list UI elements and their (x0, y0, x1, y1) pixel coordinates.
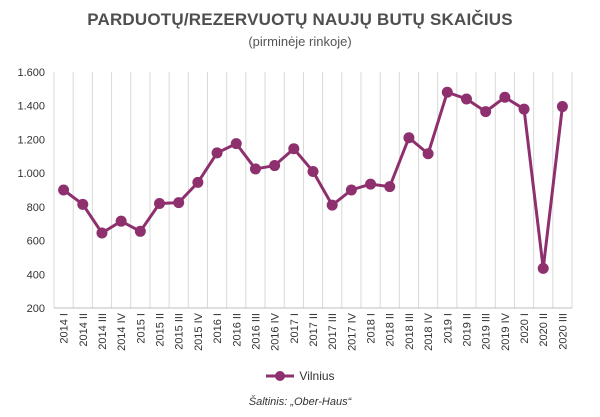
grid-lines (53, 72, 573, 308)
data-point (480, 106, 492, 118)
x-tick-label: 2019 II (461, 313, 473, 347)
data-point (307, 165, 319, 177)
x-tick-label: 2016 I (212, 313, 224, 344)
y-tick-label: 600 (27, 236, 45, 248)
data-point (365, 178, 377, 190)
data-point (556, 101, 568, 113)
y-tick-label: 800 (27, 202, 45, 214)
x-tick-label: 2020 III (557, 313, 569, 350)
y-tick-label: 1.400 (17, 101, 45, 113)
data-point (403, 132, 415, 144)
x-tick-label: 2014 II (78, 313, 90, 347)
x-tick-label: 2020 II (538, 313, 550, 347)
y-tick-label: 1.600 (17, 67, 45, 79)
x-tick-label: 2019 I (442, 313, 454, 344)
x-tick-label: 2017 II (308, 313, 320, 347)
data-point (384, 181, 396, 193)
x-tick-label: 2019 IV (500, 312, 512, 351)
x-tick-label: 2018 III (404, 313, 416, 350)
x-tick-label: 2016 II (231, 313, 243, 347)
y-tick-label: 1.000 (17, 168, 45, 180)
x-tick-label: 2014 IV (116, 312, 128, 351)
x-tick-label: 2015 I (135, 313, 147, 344)
data-point (499, 91, 511, 103)
y-tick-label: 200 (27, 303, 45, 315)
data-point (288, 143, 300, 155)
x-tick-label: 2015 IV (193, 312, 205, 351)
data-point (441, 86, 453, 98)
data-point (537, 262, 549, 274)
x-tick-label: 2018 IV (423, 312, 435, 351)
x-tick-labels: 2014 I 2014 II 2014 III 2014 IV 2015 I 2015 I… (59, 312, 570, 351)
x-tick-label: 2018 I (366, 313, 378, 344)
y-tick-label: 400 (27, 269, 45, 281)
data-point (460, 93, 472, 105)
x-tick-label: 2015 III (174, 313, 186, 350)
legend-swatch (266, 370, 295, 381)
data-point (518, 103, 530, 115)
x-tick-label: 2017 III (327, 313, 339, 350)
legend: Vilnius (0, 368, 600, 383)
y-tick-label: 1.200 (17, 134, 45, 146)
x-tick-label: 2014 I (59, 313, 71, 344)
x-tick-label: 2017 IV (346, 312, 358, 351)
data-point (211, 147, 223, 159)
data-point (345, 184, 357, 196)
data-point (115, 215, 127, 227)
x-tick-label: 2015 II (155, 313, 167, 347)
x-tick-label: 2016 III (250, 313, 262, 350)
x-tick-label: 2020 I (519, 313, 531, 344)
x-tick-label: 2014 III (97, 313, 109, 350)
data-point (58, 184, 70, 196)
data-point (326, 199, 338, 211)
data-point (269, 160, 281, 172)
x-tick-label: 2018 II (385, 313, 397, 347)
data-point (173, 197, 185, 209)
series-line (62, 90, 564, 270)
data-point (422, 148, 434, 160)
data-point (96, 227, 108, 239)
data-point (230, 138, 242, 150)
x-tick-label: 2017 I (289, 313, 301, 344)
source-note: Šaltinis: „Ober-Haus“ (248, 396, 352, 408)
data-point (77, 198, 89, 210)
chart-title: PARDUOTŲ/REZERVUOTŲ NAUJŲ BUTŲ SKAIČIUS (87, 10, 513, 29)
y-tick-labels: 200 400 600 800 1.000 1.200 1.400 1.600 (17, 67, 45, 315)
data-point (249, 163, 261, 175)
series-vilnius (58, 86, 568, 274)
data-point (192, 176, 204, 188)
x-tick-label: 2019 III (481, 313, 493, 350)
chart-subtitle: (pirminėje rinkoje) (248, 34, 352, 49)
data-point (154, 197, 166, 209)
legend-label-vilnius: Vilnius (299, 368, 335, 383)
data-point (134, 225, 146, 237)
x-tick-label: 2016 IV (270, 312, 282, 351)
